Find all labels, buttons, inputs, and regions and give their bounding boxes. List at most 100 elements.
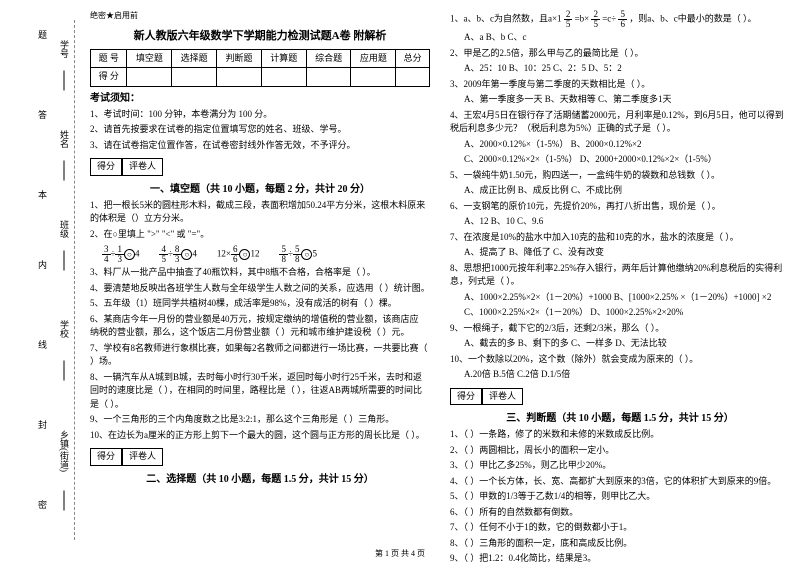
question: 7、学校有8名教师进行象棋比赛，如果每2名教师之间都进行一场比赛，一共要比赛（ …: [90, 342, 430, 369]
label-class: 班级: [58, 220, 71, 238]
td: [306, 68, 351, 87]
question: 8、一辆汽车从A城到B城，去时每小时行30千米，返回时每小时行25千米，去时和返…: [90, 371, 430, 412]
options: A、成正比例 B、成反比例 C、不成比例: [464, 184, 790, 198]
question: 1、a、b、c为自然数，且a×1 25 =b× 25 =c÷ 56 ，则a、b、…: [450, 10, 790, 29]
question: 4、（ ）一个长方体，长、宽、高都扩大到原来的3倍，它的体积扩大到原来的9倍。: [450, 475, 790, 489]
td: [217, 68, 262, 87]
circle-icon: ○: [239, 249, 250, 260]
options: A.20倍 B.5倍 C.2倍 D.1/5倍: [464, 368, 790, 382]
question: 1、（ ）一条路，修了的米数和未修的米数成反比例。: [450, 428, 790, 442]
score-label: 得分: [90, 448, 122, 465]
question: 2、在○里填上 ">" "<" 或 "="。: [90, 228, 430, 242]
question: 9、一个三角形的三个内角度数之比是3:2:1，那么这个三角形是（ ）三角形。: [90, 413, 430, 427]
th: 计算题: [261, 49, 306, 68]
section3-title: 三、判断题（共 10 小题，每题 1.5 分，共计 15 分）: [450, 411, 790, 426]
seal-word: 题: [36, 30, 49, 39]
circle-icon: ○: [124, 249, 135, 260]
options: A、12 B、10 C、9.6: [464, 215, 790, 229]
grader-label: 评卷人: [482, 388, 523, 405]
den: 8: [279, 255, 288, 264]
question: 2、（ ）两圆相比，周长小的面积一定小。: [450, 444, 790, 458]
notice-head: 考试须知：: [90, 91, 430, 106]
grader-label: 评卷人: [122, 158, 163, 175]
question: 10、一个数除以20%，这个数（除外）就会变成为原来的（ ）。: [450, 353, 790, 367]
qtext: 6、某商店今年一月份的营业额是40万元，按规定缴纳的增值税的营业额，该商店应: [90, 314, 419, 324]
table-row: 得 分: [91, 68, 430, 87]
td: [172, 68, 217, 87]
td: [396, 68, 430, 87]
question: 3、2009年第一季度与第二季度的天数相比是（ ）。: [450, 78, 790, 92]
val: 4: [135, 249, 140, 259]
question: 4、王宏4月5日在银行存了活期储蓄2000元，月利率是0.12%，到6月5日，他…: [450, 109, 790, 136]
options: A、25：10 B、10：25 C、2：5 D、5：2: [464, 62, 790, 76]
question: 10、在边长为a厘米的正方形上剪下一个最大的圆，这个圆与正方形的周长比是（ ）。: [90, 429, 430, 443]
label-town: 乡镇(街道): [58, 430, 71, 472]
score-label: 得分: [450, 388, 482, 405]
val: 5: [312, 249, 317, 259]
th: 应用题: [351, 49, 396, 68]
score-table: 题 号 填空题 选择题 判断题 计算题 综合题 应用题 总分 得 分: [90, 49, 430, 87]
question: 6、一支钢笔的原价10元，先提价20%，再打八折出售，现价是（ ）。: [450, 200, 790, 214]
question: 7、（ ）任何不小于1的数，它的倒数都小于1。: [450, 521, 790, 535]
den: 6: [231, 255, 240, 264]
left-column: 绝密★启用前 新人教版六年级数学下学期能力检测试题A卷 附解析 题 号 填空题 …: [90, 10, 430, 568]
grader-label: 评卷人: [122, 448, 163, 465]
val: 12×: [217, 249, 231, 259]
question: 5、（ ）甲数的1/3等于乙数1/4的相等，则甲比乙大。: [450, 490, 790, 504]
label-name: 姓名: [58, 130, 71, 148]
td: [127, 68, 172, 87]
section1-title: 一、填空题（共 10 小题，每题 2 分，共计 20 分）: [90, 182, 430, 197]
expr: 58÷58○5: [279, 245, 316, 264]
options: A、第一季度多一天 B、天数相等 C、第二季度多1天: [464, 93, 790, 107]
page-footer: 第 1 页 共 4 页: [0, 548, 800, 559]
th: 总分: [396, 49, 430, 68]
options: A、2000×0.12%×（1-5%） B、2000×0.12%×2: [464, 138, 790, 152]
den: 3: [115, 255, 124, 264]
score-label: 得分: [90, 158, 122, 175]
den: 3: [173, 255, 182, 264]
th: 题 号: [91, 49, 127, 68]
notice-item: 3、请在试卷指定位置作答，在试卷密封线外作答无效，不予评分。: [90, 139, 430, 153]
label-id: 学号: [58, 40, 71, 58]
question: 2、甲是乙的2.5倍，那么甲与乙的最简比是（ ）。: [450, 47, 790, 61]
question: 6、某商店今年一月份的营业额是40万元，按规定缴纳的增值税的营业额，该商店应纳税…: [90, 313, 430, 340]
expr: 34÷13○4: [102, 245, 139, 264]
th: 判断题: [217, 49, 262, 68]
label-school: 学校: [58, 320, 71, 338]
seal-word: 内: [36, 260, 49, 269]
val: 12: [250, 249, 259, 259]
th: 填空题: [127, 49, 172, 68]
expr: 45÷83○4: [159, 245, 196, 264]
underline: [64, 161, 65, 181]
qtext: ）立方分米。: [135, 213, 189, 223]
circle-icon: ○: [301, 249, 312, 260]
question: 4、要清楚地反映出各班学生人数与全年级学生人数之间的关系，应选用（ ）统计图。: [90, 282, 430, 296]
notice-item: 2、请首先按要求在试卷的指定位置填写您的姓名、班级、学号。: [90, 123, 430, 137]
math-expressions: 34÷13○4 45÷83○4 12×66○12 58÷58○5: [102, 245, 430, 264]
qtext: =b×: [575, 14, 590, 24]
table-row: 题 号 填空题 选择题 判断题 计算题 综合题 应用题 总分: [91, 49, 430, 68]
section2-title: 二、选择题（共 10 小题，每题 1.5 分，共计 15 分）: [90, 472, 430, 487]
options: A、1000×2.25%×2×（1－20%）+1000 B、[1000×2.25…: [464, 291, 790, 305]
score-box: 得分评卷人: [90, 448, 163, 466]
den: 5: [564, 20, 573, 29]
seal-word: 答: [36, 110, 49, 119]
score-box: 得分评卷人: [90, 158, 163, 176]
question: 9、一根绳子，截下它的2/3后，还剩2/3米，那么（ ）。: [450, 322, 790, 336]
seal-word: 线: [36, 340, 49, 349]
underline: [64, 491, 65, 511]
options: A、提高了 B、降低了 C、没有改变: [464, 246, 790, 260]
seal-word: 密: [36, 500, 49, 509]
right-column: 1、a、b、c为自然数，且a×1 25 =b× 25 =c÷ 56 ，则a、b、…: [450, 10, 790, 568]
qtext: 纳税的营业额，那么，这个饭店二月份营业额（ ）元和城市维护建设税（ ）元。: [90, 327, 410, 337]
notice-item: 1、考试时间：100 分钟，本卷满分为 100 分。: [90, 108, 430, 122]
th: 综合题: [306, 49, 351, 68]
den: 5: [159, 255, 168, 264]
page-content: 绝密★启用前 新人教版六年级数学下学期能力检测试题A卷 附解析 题 号 填空题 …: [90, 10, 790, 568]
val: 4: [192, 249, 197, 259]
underline: [64, 361, 65, 381]
den: 8: [293, 255, 302, 264]
options: C、1000×2.25%×2×（1－20%） D、1000×2.25%×2×20…: [464, 306, 790, 320]
question: 8、思想把1000元按年利率2.25%存入银行，两年后计算他缴纳20%利息税后的…: [450, 262, 790, 289]
seal-word: 本: [36, 190, 49, 199]
